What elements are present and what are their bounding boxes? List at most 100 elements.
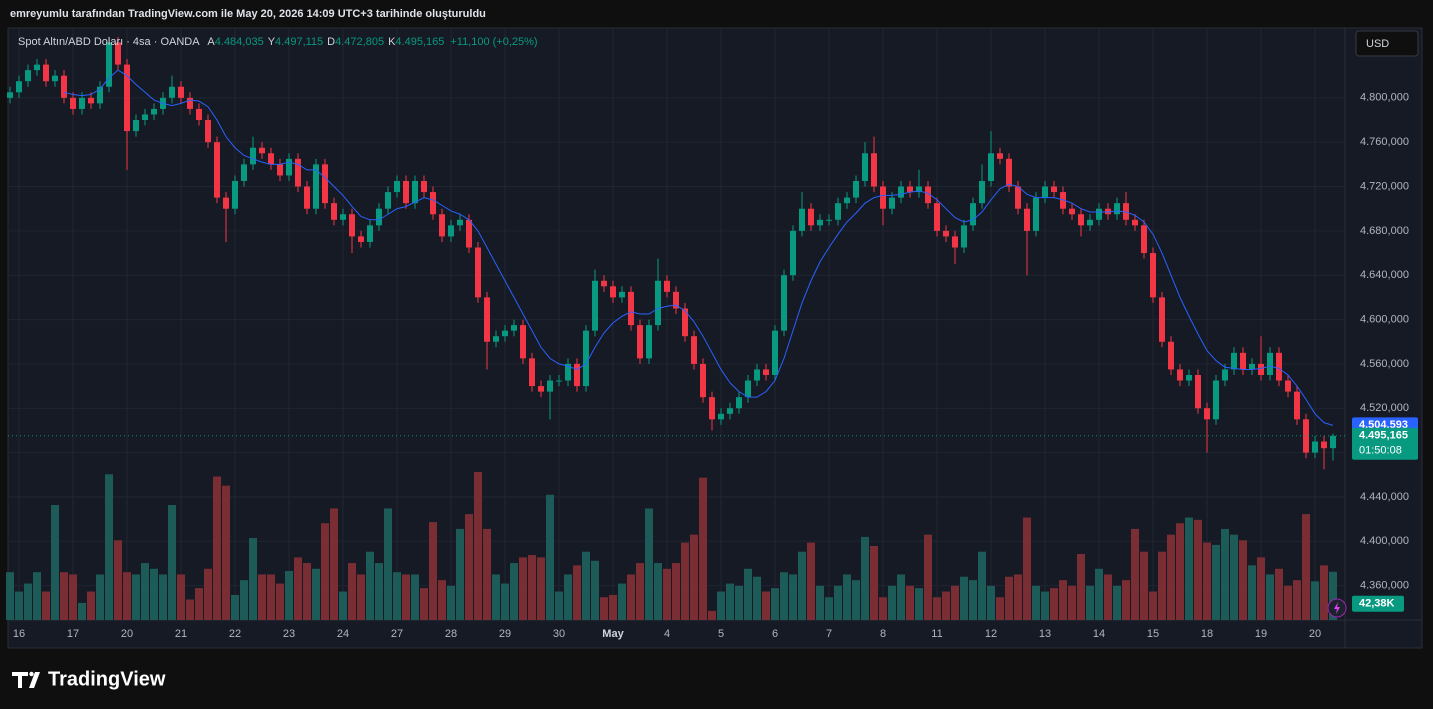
volume-bar	[402, 574, 410, 620]
volume-bar	[987, 585, 995, 620]
countdown-label: 01:50:08	[1359, 445, 1402, 457]
volume-bar	[312, 568, 320, 620]
volume-bar	[816, 585, 824, 620]
volume-bar	[483, 528, 491, 620]
volume-bar	[1050, 588, 1058, 620]
candle-body	[322, 164, 328, 204]
volume-bar	[627, 574, 635, 620]
x-tick-label: 5	[718, 628, 724, 640]
volume-bar	[807, 542, 815, 620]
candle-body	[808, 208, 814, 226]
x-tick-label: 16	[13, 628, 25, 640]
volume-bar	[924, 534, 932, 620]
candle-body	[1294, 391, 1300, 420]
candle-body	[1240, 352, 1246, 370]
candle-body	[259, 147, 265, 154]
ohlc-value: 4.484,035	[215, 36, 264, 48]
volume-bar	[1302, 514, 1310, 620]
volume-bar	[78, 602, 86, 620]
candle-body	[241, 164, 247, 181]
ohlc-value: 4.472,805	[335, 36, 384, 48]
volume-bar	[357, 574, 365, 620]
brand-name: TradingView	[48, 668, 166, 690]
volume-bar	[1167, 534, 1175, 620]
candle-body	[79, 97, 85, 109]
volume-bar	[1023, 517, 1031, 620]
x-tick-label: 28	[445, 628, 457, 640]
candle-body	[763, 369, 769, 375]
volume-bar	[195, 588, 203, 620]
volume-bar	[1239, 540, 1247, 620]
symbol-legend: Spot Altın/ABD Doları · 4sa · OANDA A4.4…	[18, 36, 538, 48]
volume-bar	[420, 588, 428, 620]
volume-bar	[564, 574, 572, 620]
volume-bar	[726, 583, 734, 620]
currency-button-box[interactable]	[1355, 30, 1419, 57]
volume-bar	[789, 574, 797, 620]
volume-bar	[1329, 571, 1337, 620]
candle-body	[268, 153, 274, 165]
volume-tag-label: 42,38K	[1359, 598, 1395, 610]
volume-bar	[456, 528, 464, 620]
volume-bar	[717, 591, 725, 620]
candle-body	[772, 330, 778, 375]
volume-bar	[60, 572, 68, 620]
candle-body	[673, 291, 679, 309]
volume-bar	[132, 574, 140, 620]
candle-body	[1060, 192, 1066, 209]
volume-bar	[897, 574, 905, 620]
candle-body	[646, 325, 652, 359]
volume-bar	[600, 597, 608, 620]
candle-body	[682, 308, 688, 337]
volume-bar	[303, 563, 311, 620]
candle-body	[664, 280, 670, 292]
candle-body	[385, 192, 391, 209]
volume-tag	[1352, 595, 1404, 612]
volume-bar	[1140, 551, 1148, 620]
candle-body	[628, 291, 634, 326]
volume-bar	[969, 580, 977, 620]
candle-body	[7, 92, 13, 98]
volume-bar	[1077, 553, 1085, 620]
candle-body	[484, 297, 490, 342]
volume-bar	[1104, 574, 1112, 620]
candle-body	[1231, 352, 1237, 370]
volume-bar	[978, 551, 986, 620]
currency-label[interactable]: USD	[1366, 38, 1389, 50]
volume-bar	[24, 583, 32, 620]
candle-body	[97, 86, 103, 104]
candle-body	[1042, 186, 1048, 198]
candle-body	[907, 186, 913, 193]
candle-body	[376, 208, 382, 226]
price-tag-label: 4.495,165	[1359, 430, 1408, 442]
volume-bar	[474, 472, 482, 620]
candle-body	[196, 108, 202, 121]
candle-body	[187, 97, 193, 109]
candle-body	[1078, 214, 1084, 226]
candle-body	[592, 280, 598, 331]
volume-bar	[393, 572, 401, 620]
volume-bar	[1230, 534, 1238, 620]
candle-body	[520, 325, 526, 359]
alert-bolt[interactable]	[1334, 602, 1340, 614]
volume-bar	[1185, 517, 1193, 620]
volume-bar	[258, 574, 266, 620]
ohlc-key: A	[207, 36, 215, 48]
volume-bar	[186, 599, 194, 620]
candle-body	[1159, 297, 1165, 342]
candle-body	[412, 180, 418, 204]
volume-bar	[1041, 591, 1049, 620]
volume-bar	[861, 536, 869, 620]
y-tick-label: 4.400,000	[1360, 535, 1409, 547]
volume-bar	[240, 580, 248, 620]
candle-body	[340, 214, 346, 220]
candle-body	[1150, 253, 1156, 298]
volume-bar	[321, 523, 329, 620]
candle-body	[988, 153, 994, 181]
volume-bar	[1014, 574, 1022, 620]
volume-bar	[411, 574, 419, 620]
volume-bar	[339, 591, 347, 620]
currency-button[interactable]: USD	[1355, 30, 1419, 57]
volume-bar	[15, 591, 23, 620]
